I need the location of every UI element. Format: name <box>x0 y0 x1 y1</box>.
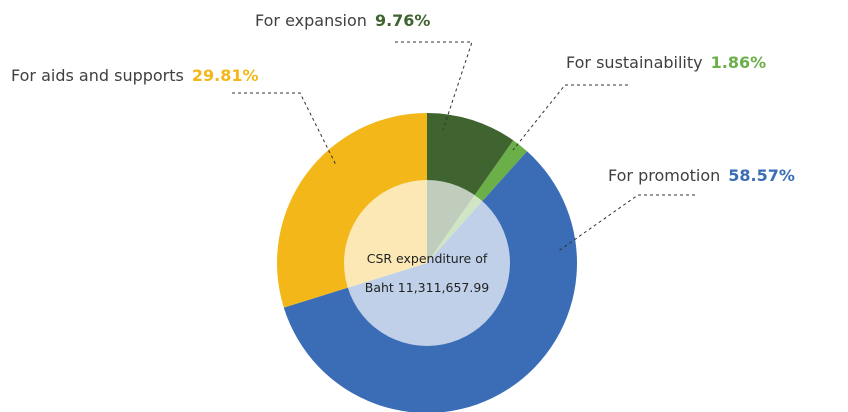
category-name: For sustainability <box>566 53 703 72</box>
category-name: For promotion <box>608 166 720 185</box>
leader-line <box>232 92 337 166</box>
value-label: 9.76% <box>375 11 431 30</box>
center-label-1: CSR expenditure of <box>367 251 488 266</box>
center-hole <box>344 180 510 346</box>
leader-line <box>512 84 628 151</box>
slice-label: For sustainability 1.86% <box>566 53 766 72</box>
value-label: 58.57% <box>728 166 795 185</box>
leader-line <box>395 41 473 131</box>
category-name: For aids and supports <box>11 66 184 85</box>
category-name: For expansion <box>255 11 367 30</box>
value-label: 29.81% <box>192 66 259 85</box>
value-label: 1.86% <box>711 53 767 72</box>
center-label-2: Baht 11,311,657.99 <box>365 280 490 295</box>
leader-line <box>556 194 695 253</box>
slice-label: For aids and supports 29.81% <box>11 66 259 85</box>
slice-label: For expansion 9.76% <box>255 11 430 30</box>
slice-label: For promotion 58.57% <box>608 166 795 185</box>
